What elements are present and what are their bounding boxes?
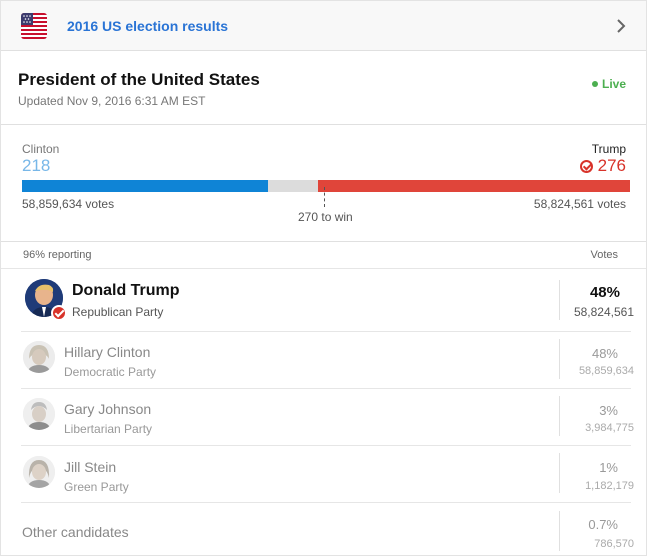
clinton-ev-label: Clinton [22,142,60,156]
to-win-label: 270 to win [298,210,353,224]
trump-popular-votes: 58,824,561 votes [533,197,626,211]
race-updated-time: Updated Nov 9, 2016 6:31 AM EST [18,94,206,108]
candidate-party: Libertarian Party [64,422,153,436]
column-divider [559,511,560,551]
divider [1,124,646,125]
race-title: President of the United States [18,70,260,89]
candidate-votes: 3,984,775 [585,422,634,434]
clinton-ev-count: 218 [22,156,51,175]
clinton-ev-segment [22,180,268,192]
live-dot-icon [592,81,598,87]
other-candidates-label: Other candidates [22,524,129,540]
results-header-title[interactable]: 2016 US election results [67,18,229,34]
candidate-name: Gary Johnson [64,401,152,417]
johnson-avatar [23,398,55,430]
candidate-votes: 58,824,561 [573,305,634,319]
column-divider [559,396,560,436]
candidate-percent: 3% [599,403,618,418]
candidate-votes: 1,182,179 [585,480,634,492]
row-divider [21,388,631,389]
trump-ev-segment [318,180,630,192]
candidate-name: Donald Trump [72,282,180,299]
row-divider [21,331,631,332]
row-divider [21,502,631,503]
clinton-popular-votes: 58,859,634 votes [22,197,115,211]
candidate-votes: 58,859,634 [578,365,634,377]
divider [1,268,646,269]
row-divider [21,445,631,446]
live-label: Live [602,77,627,91]
results-header-link[interactable]: 2016 US election results [1,1,646,51]
candidate-party: Green Party [64,480,129,494]
us-flag-icon [21,13,47,39]
divider [1,241,646,242]
winner-check-icon [579,159,593,173]
candidate-name: Hillary Clinton [64,344,151,360]
column-divider [559,453,560,493]
other-percent: 0.7% [588,517,618,532]
clinton-avatar [23,341,55,373]
stein-avatar [23,456,55,488]
candidate-percent: 1% [599,460,618,475]
trump-ev-winner: 276 [579,156,626,176]
column-divider [559,339,560,379]
candidate-percent: 48% [589,284,620,301]
live-status: Live [592,77,626,91]
candidate-name: Jill Stein [64,459,117,475]
win-threshold-marker [324,187,325,207]
trump-ev-label: Trump [591,142,626,156]
winner-check-icon [51,305,67,321]
candidate-percent: 48% [591,346,618,361]
chevron-right-icon[interactable] [613,17,629,35]
trump-ev-count: 276 [597,156,626,175]
candidate-party: Republican Party [72,305,164,319]
electoral-vote-bar [22,180,630,192]
votes-column-header: Votes [590,249,618,261]
column-divider [559,280,560,320]
reporting-status: 96% reporting [23,249,92,261]
other-votes: 786,570 [594,538,634,550]
candidate-party: Democratic Party [64,365,157,379]
